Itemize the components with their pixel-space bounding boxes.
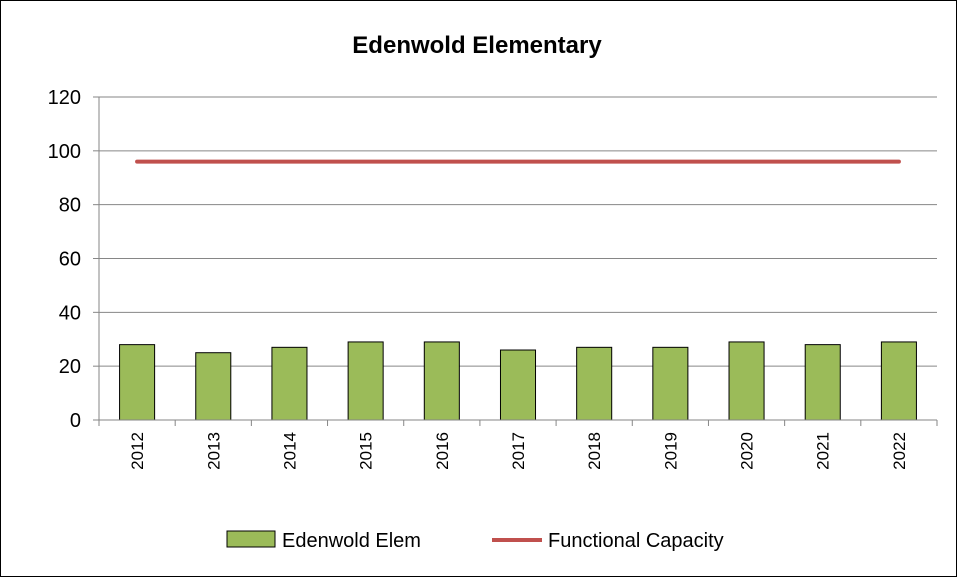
x-tick-label: 2013 (204, 432, 223, 470)
x-tick-label: 2012 (128, 432, 147, 470)
bar (271, 346, 308, 421)
legend-swatch-bar (226, 530, 276, 548)
legend: Edenwold Elem Functional Capacity (226, 530, 724, 552)
y-tick-label: 80 (59, 195, 81, 217)
x-tick-label: 2016 (433, 432, 452, 470)
bar (119, 344, 156, 421)
gridlines (99, 96, 937, 367)
y-tick-label: 0 (70, 410, 81, 432)
bar (499, 349, 537, 421)
y-tick-label: 100 (48, 141, 81, 163)
bar (576, 346, 613, 421)
y-tick-labels: 0 20 40 60 80 100 120 (48, 87, 81, 432)
x-tick-label: 2019 (661, 432, 680, 470)
x-tick-label: 2021 (814, 432, 833, 470)
bar (652, 346, 689, 421)
y-tick-label: 20 (59, 356, 81, 378)
bar (804, 344, 841, 421)
x-tick-label: 2015 (357, 432, 376, 470)
axes (93, 96, 938, 426)
bar (347, 341, 384, 421)
legend-label-line: Functional Capacity (548, 530, 724, 552)
x-tick-label: 2018 (585, 432, 604, 470)
legend-label-bar: Edenwold Elem (282, 530, 421, 552)
x-tick-label: 2014 (280, 432, 299, 470)
x-tick-label: 2022 (890, 432, 909, 470)
bars (119, 341, 917, 421)
chart-title: Edenwold Elementary (352, 32, 602, 59)
bar (880, 341, 917, 421)
x-tick-labels: 2012 2013 2014 2015 2016 2017 2018 2019 2020 2021… (128, 432, 909, 470)
bar (423, 341, 460, 421)
y-tick-label: 120 (48, 87, 81, 109)
bar (728, 341, 765, 421)
bar (195, 352, 232, 421)
y-tick-label: 60 (59, 249, 81, 271)
x-tick-label: 2020 (738, 432, 757, 470)
x-tick-label: 2017 (509, 432, 528, 470)
y-tick-label: 40 (59, 302, 81, 324)
